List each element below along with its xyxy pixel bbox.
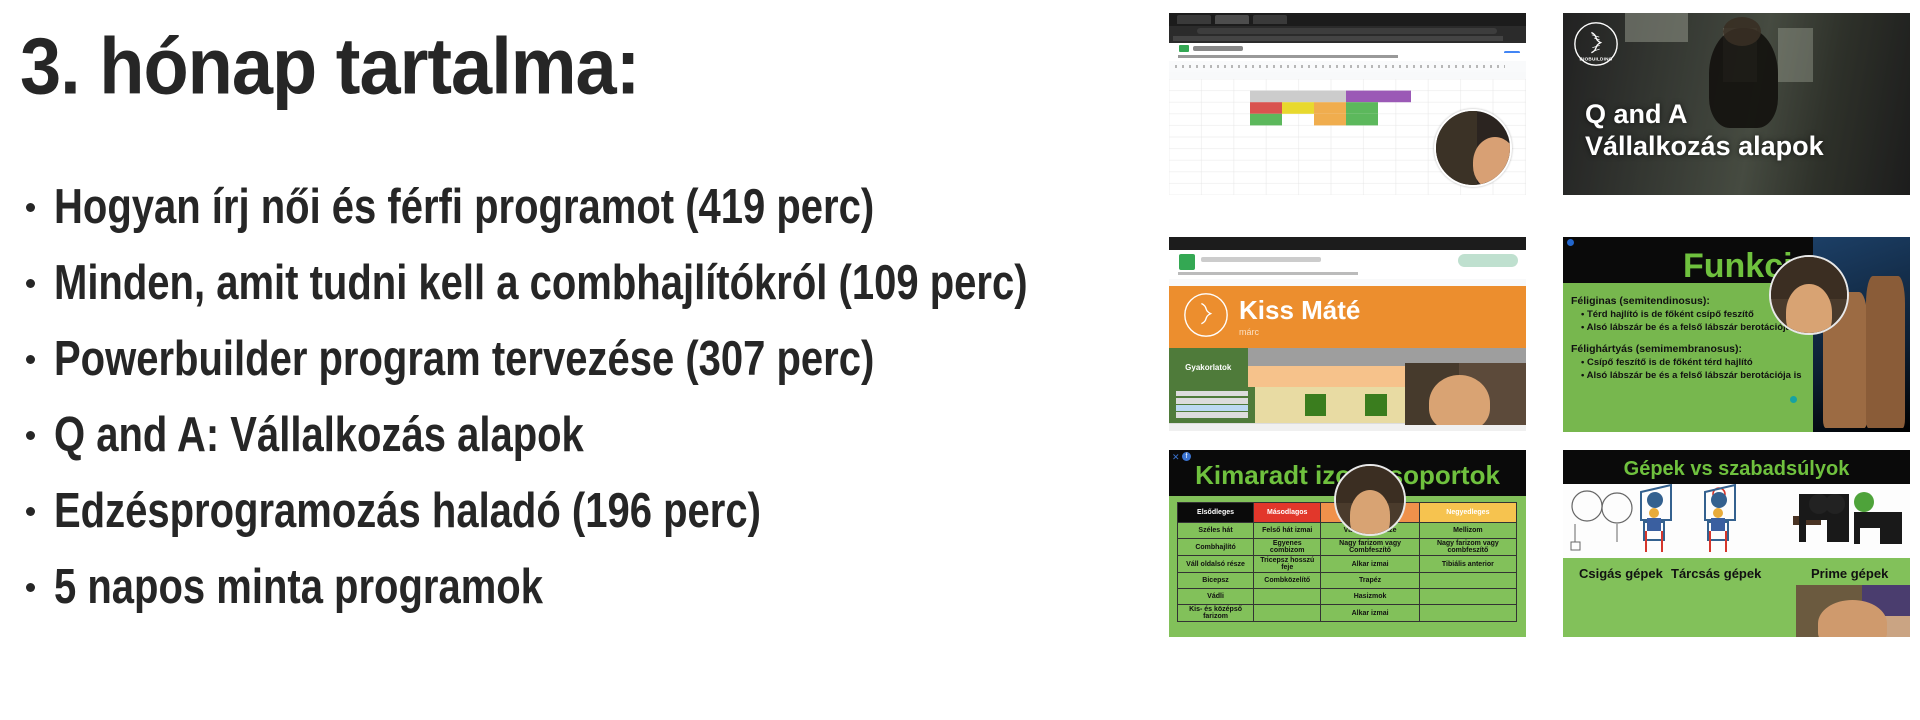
svg-text:BIOBUILDING: BIOBUILDING (1580, 57, 1613, 62)
